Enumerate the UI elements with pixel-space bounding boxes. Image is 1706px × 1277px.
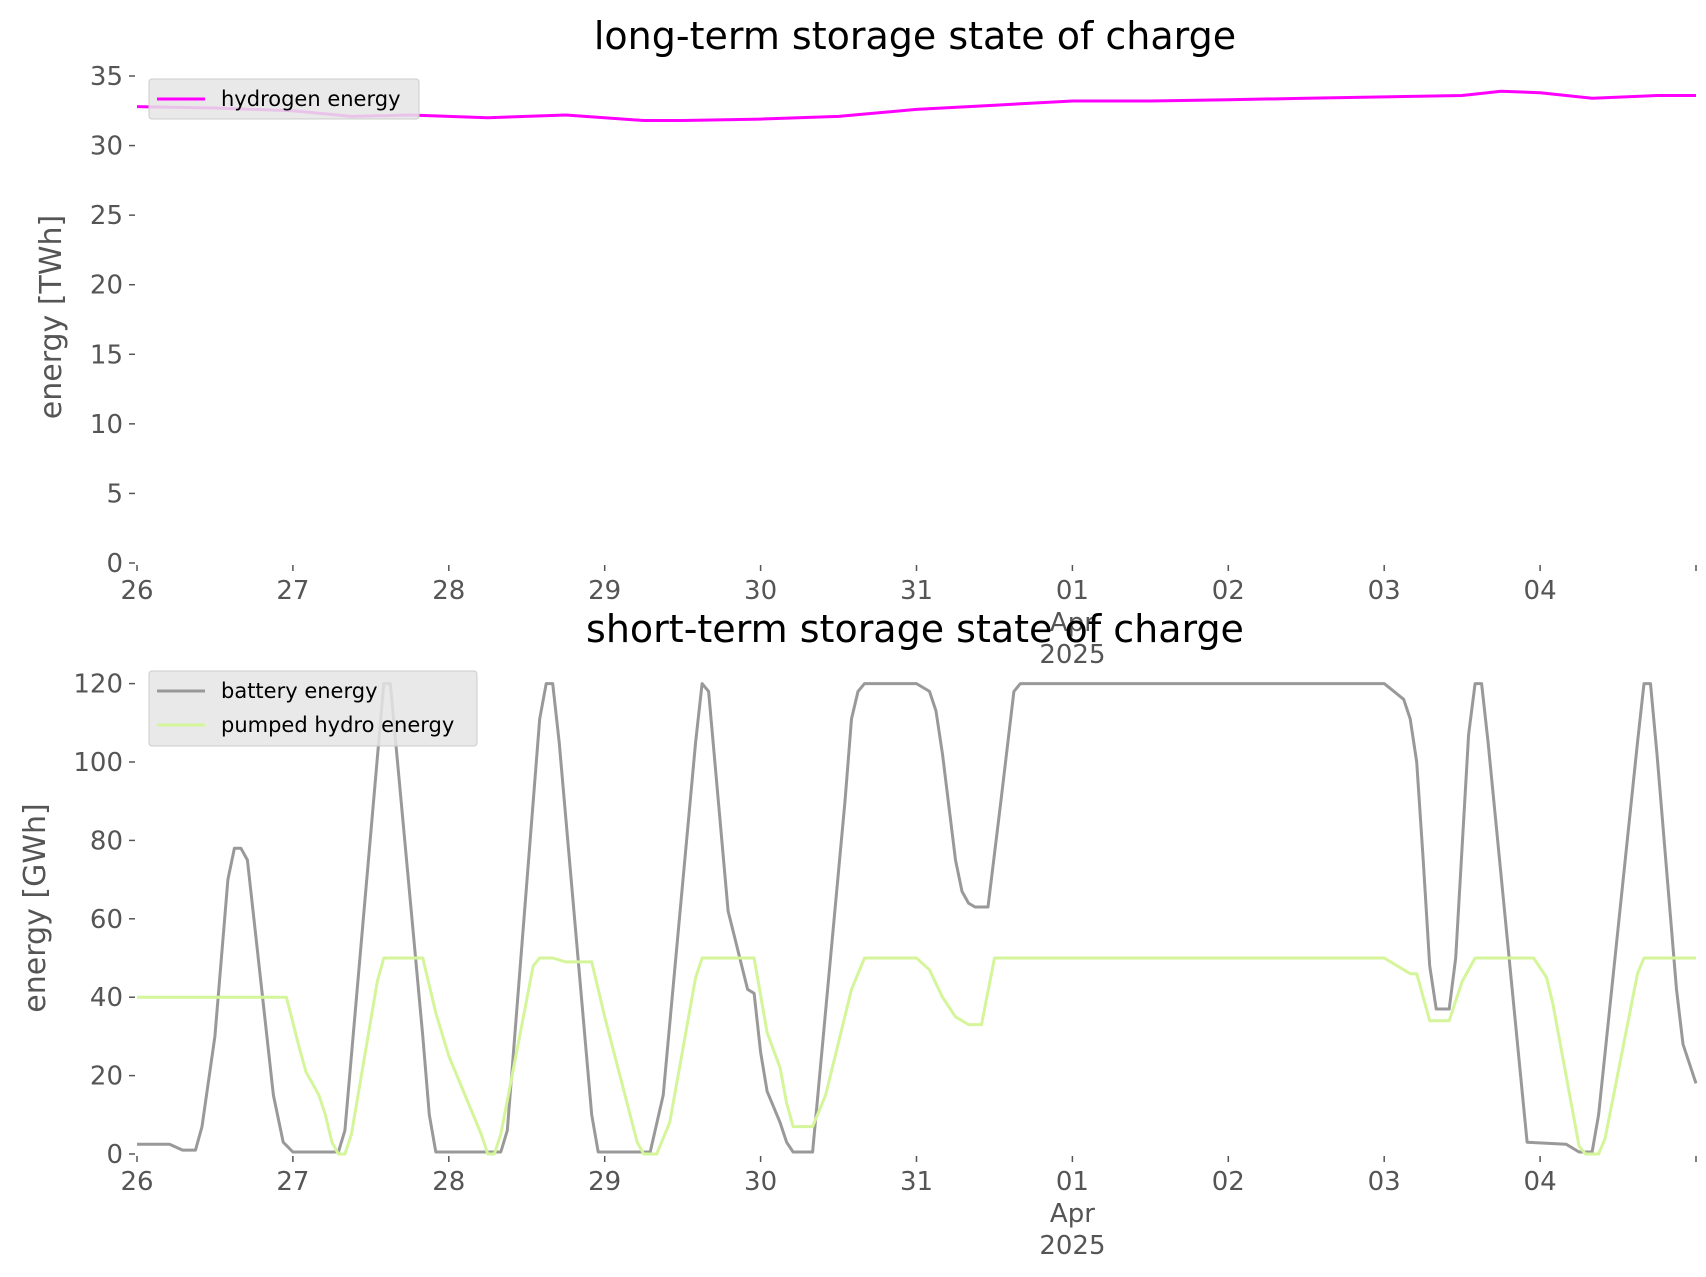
y-tick-label: 20 <box>90 271 123 301</box>
y-tick-label: 80 <box>90 826 123 856</box>
x-tick-label: 02 <box>1212 1167 1245 1197</box>
legend: hydrogen energy <box>148 78 420 120</box>
x-tick-label: 04 <box>1524 576 1557 606</box>
x-tick-label: 29 <box>588 576 621 606</box>
y-tick-label: 20 <box>90 1062 123 1092</box>
series-line-1 <box>137 956 1696 1156</box>
y-tick-label: 120 <box>73 670 123 700</box>
series-line-0 <box>137 682 1698 1154</box>
y-tick-label: 5 <box>106 479 123 509</box>
y-tick-label: 35 <box>90 62 123 92</box>
x-tick-sublabel: Apr <box>1050 1199 1095 1229</box>
x-tick-label: 27 <box>276 1167 309 1197</box>
y-tick-label: 0 <box>106 549 123 579</box>
legend-box <box>148 78 420 120</box>
legend-label: hydrogen energy <box>221 87 401 111</box>
y-tick-label: 40 <box>90 983 123 1013</box>
x-tick-label: 31 <box>900 1167 933 1197</box>
x-tick-label: 30 <box>744 1167 777 1197</box>
chart-title: long-term storage state of charge <box>594 14 1236 58</box>
x-tick-label: 29 <box>588 1167 621 1197</box>
x-tick-label: 28 <box>432 576 465 606</box>
x-tick-label: 27 <box>276 576 309 606</box>
x-tick-sublabel: 2025 <box>1039 640 1105 670</box>
x-tick-label: 30 <box>744 576 777 606</box>
long-term-chart: long-term storage state of charge energy… <box>34 14 1697 670</box>
legend-box <box>148 670 478 747</box>
x-tick-label: 01 <box>1056 576 1089 606</box>
x-tick-label: 26 <box>120 1167 153 1197</box>
x-tick-label: 03 <box>1368 1167 1401 1197</box>
y-tick-label: 100 <box>73 748 123 778</box>
x-tick-sublabel: Apr <box>1050 608 1095 638</box>
y-tick-label: 10 <box>90 410 123 440</box>
short-term-chart: short-term storage state of charge energ… <box>18 607 1698 1261</box>
y-tick-label: 15 <box>90 340 123 370</box>
x-tick-label: 31 <box>900 576 933 606</box>
x-tick-label: 03 <box>1368 576 1401 606</box>
legend-label: battery energy <box>221 679 378 703</box>
y-tick-label: 25 <box>90 201 123 231</box>
y-tick-label: 30 <box>90 132 123 162</box>
y-axis-label: energy [GWh] <box>18 803 53 1012</box>
x-tick-label: 28 <box>432 1167 465 1197</box>
x-tick-sublabel: 2025 <box>1039 1231 1105 1261</box>
x-tick-label: 04 <box>1524 1167 1557 1197</box>
x-tick-label: 01 <box>1056 1167 1089 1197</box>
legend: battery energy pumped hydro energy <box>148 670 478 747</box>
x-tick-label: 26 <box>120 576 153 606</box>
y-axis-label: energy [TWh] <box>34 215 69 419</box>
y-tick-label: 60 <box>90 905 123 935</box>
legend-label: pumped hydro energy <box>221 713 454 737</box>
series-lines <box>137 682 1698 1156</box>
chart-title: short-term storage state of charge <box>586 607 1244 651</box>
y-tick-label: 0 <box>106 1140 123 1170</box>
x-tick-label: 02 <box>1212 576 1245 606</box>
